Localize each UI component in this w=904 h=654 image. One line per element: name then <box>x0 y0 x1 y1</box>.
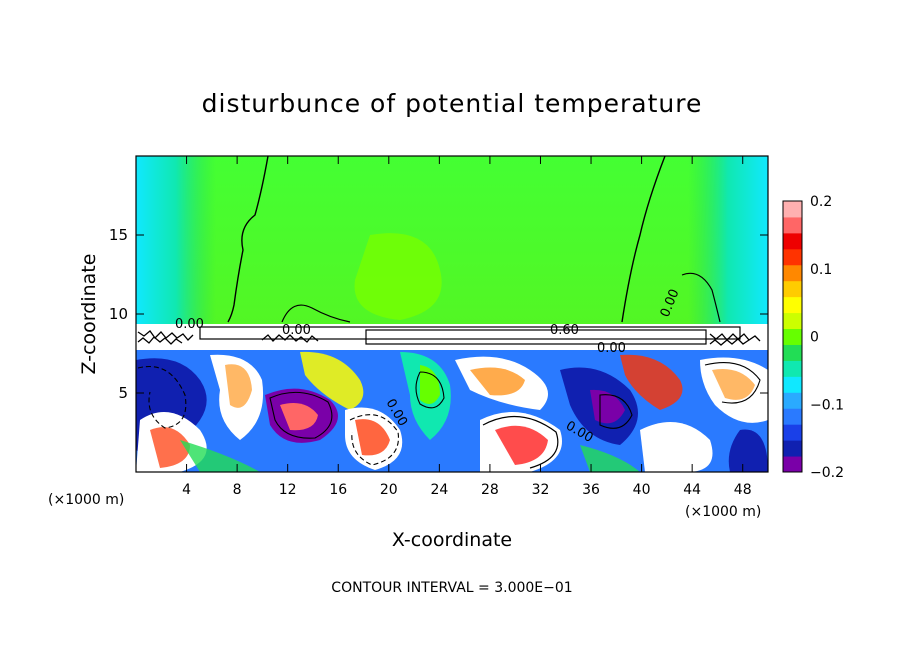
colorbar-swatch <box>783 201 802 218</box>
x-tick-label: 16 <box>329 482 347 498</box>
x-tick-label: 48 <box>734 482 752 498</box>
contour-label: 0.00 <box>597 341 626 356</box>
colorbar-frame <box>782 200 803 473</box>
warm-patch <box>354 233 442 320</box>
y-axis: 5 10 15 <box>109 226 768 402</box>
colorbar-swatch <box>783 312 802 330</box>
colorbar-tick-label: −0.2 <box>810 465 844 481</box>
x-tick-label: 28 <box>481 482 499 498</box>
colorbar-swatch <box>783 376 802 393</box>
heatmap-field <box>136 156 768 472</box>
colorbar-swatch <box>783 456 802 473</box>
band-texture-left <box>137 330 194 345</box>
lower-region <box>136 350 768 472</box>
colorbar-tick-label: 0.1 <box>810 262 832 278</box>
x-tick-label: 12 <box>279 482 297 498</box>
x-axis: 4 8 12 16 20 24 28 32 36 40 44 48 <box>182 156 752 498</box>
zero-contour-right2 <box>681 272 721 323</box>
band-texture-right <box>709 333 761 346</box>
zero-contour-left <box>227 156 269 323</box>
x-tick-label: 8 <box>233 482 242 498</box>
x-tick-label: 40 <box>633 482 651 498</box>
x-axis-label: X-coordinate <box>392 529 512 551</box>
band-texture-mid <box>261 334 319 343</box>
y-axis-label: Z-coordinate <box>78 254 100 375</box>
x-tick-label: 24 <box>430 482 448 498</box>
colorbar-swatch <box>783 328 802 345</box>
colorbar-swatch <box>783 344 802 361</box>
upper-region <box>136 156 768 350</box>
x-tick-label: 44 <box>683 482 701 498</box>
colorbar-swatch <box>783 296 802 314</box>
contour-label: 0.60 <box>550 323 579 338</box>
colorbar <box>783 201 802 473</box>
band-inner-box <box>365 329 707 345</box>
colorbar-swatch <box>783 264 802 282</box>
colorbar-swatch <box>783 216 802 234</box>
colorbar-swatch <box>783 280 802 298</box>
colorbar-swatch <box>783 360 802 377</box>
contour-interval-text: CONTOUR INTERVAL = 3.000E−01 <box>331 580 572 596</box>
colorbar-swatch <box>783 440 802 457</box>
colorbar-swatch <box>783 392 802 409</box>
colorbar-tick-label: 0.2 <box>810 194 832 210</box>
chart-title: disturbunce of potential temperature <box>202 89 703 118</box>
y-tick-label: 15 <box>109 226 128 244</box>
x-tick-label: 20 <box>380 482 398 498</box>
colorbar-swatch <box>783 424 802 441</box>
contour-label: 0.00 <box>175 317 204 332</box>
zero-contour-right <box>621 156 666 323</box>
colorbar-tick-label: −0.1 <box>810 397 844 413</box>
upper-left-edge <box>136 156 216 350</box>
y-tick-label: 10 <box>109 305 128 323</box>
y-tick-label: 5 <box>118 384 128 402</box>
x-tick-label: 36 <box>582 482 600 498</box>
inversion-band <box>136 324 768 350</box>
colorbar-tick-label: 0 <box>810 330 819 346</box>
contour-label: 0.00 <box>282 323 311 338</box>
x-tick-label: 32 <box>532 482 550 498</box>
colorbar-swatch <box>783 408 802 425</box>
colorbar-ticks: 0.2 0.1 0 −0.1 −0.2 <box>810 194 844 481</box>
x-unit-right: (×1000 m) <box>685 504 761 520</box>
colorbar-swatch <box>783 232 802 250</box>
x-unit-left: (×1000 m) <box>48 492 124 508</box>
band-box <box>199 326 741 340</box>
x-tick-label: 4 <box>182 482 191 498</box>
zero-contour-bump <box>281 304 351 323</box>
upper-right-edge <box>688 156 768 350</box>
colorbar-swatch <box>783 248 802 266</box>
